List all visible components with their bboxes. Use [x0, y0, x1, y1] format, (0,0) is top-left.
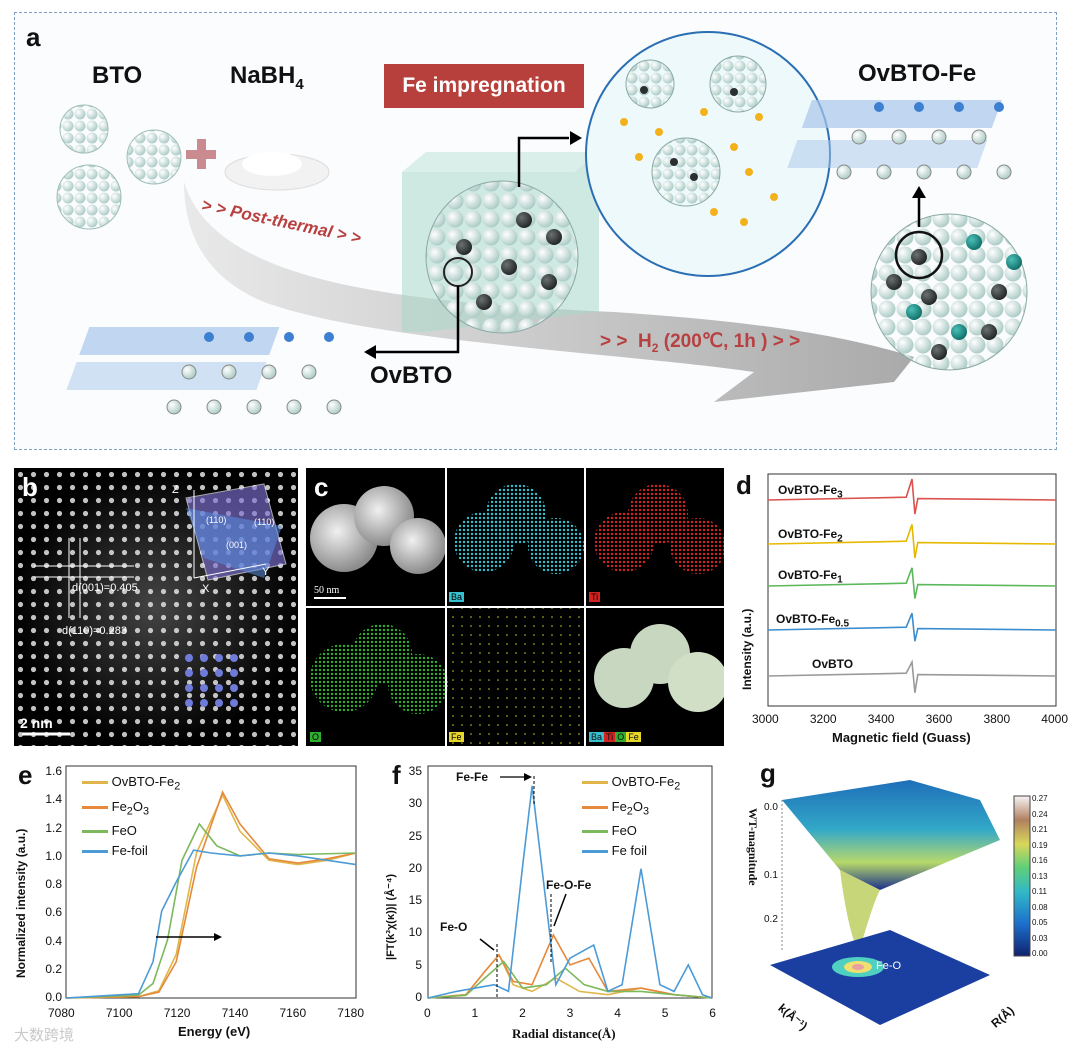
eds-tiles — [306, 468, 728, 746]
h2-condition-label: > > H2 (200℃, 1h ) > > — [600, 331, 801, 355]
panel-d-ylabel: Intensity (a.u.) — [740, 608, 754, 690]
panel-e-xticks: 7080 7100 7120 7140 7160 7180 — [48, 1006, 364, 1020]
ovbto-fe-label: OvBTO-Fe — [858, 60, 977, 87]
colorbar — [1013, 795, 1031, 957]
series-line-fe2o3 — [65, 790, 357, 999]
panel-e-ylabel: Normalized intensity (a.u.) — [14, 828, 28, 978]
panel-a-scheme — [56, 31, 1028, 415]
wavelet-upper-surface — [782, 780, 1000, 890]
ann-fe-o-fe: Fe-O-Fe — [546, 878, 592, 892]
ti-tag: Ti — [589, 592, 601, 602]
haadf-tile — [310, 486, 446, 574]
series-line-ovbto-fe2 — [767, 524, 1057, 559]
atomic-lattice — [14, 468, 298, 746]
o-map-tile — [310, 624, 448, 714]
epr-legend-fe1: OvBTO-Fe1 — [778, 568, 843, 586]
bto-sphere-2 — [56, 164, 122, 230]
miller-001: (001) — [226, 540, 248, 550]
lattice-ovbto — [66, 327, 342, 415]
z-tick-2: 0.2 — [764, 914, 778, 925]
panel-e-label: e — [18, 760, 33, 790]
panel-g-ann: Fe-O — [876, 960, 902, 972]
panel-e-legend: OvBTO-Fe2 Fe2O3 FeO Fe-foil — [82, 772, 180, 861]
series-line-ovbto-fe0-5 — [767, 612, 1057, 642]
series-line-ovbto-fe1 — [767, 567, 1057, 599]
watermark: 大数跨境 — [14, 1027, 75, 1044]
overlay-legend: Ba Ti O Fe — [589, 732, 641, 742]
panel-f-ylabel: |FT(k³χ(κ))| (Å⁻⁴) — [385, 873, 397, 960]
wavelet-base-plane — [770, 930, 990, 1025]
series-line-fe-foil — [427, 785, 713, 999]
panel-f-legend: OvBTO-Fe2 Fe2O3 FeO Fe foil — [582, 772, 680, 861]
fe-impregnation-box: Fe impregnation — [384, 64, 584, 108]
ovbto-label: OvBTO — [370, 362, 453, 389]
d110-label: d(110)=0.283 — [62, 625, 127, 637]
panel-e-xlabel: Energy (eV) — [178, 1024, 251, 1039]
ba-tag: Ba — [449, 592, 465, 602]
ovbto-sphere-center — [425, 180, 579, 334]
process-ribbon — [184, 182, 914, 402]
epr-legend-fe05: OvBTO-Fe0.5 — [776, 612, 850, 630]
bto-sphere-3 — [126, 129, 182, 185]
nabh4-label: NaBH4 — [230, 62, 304, 93]
scale-label-c: 50 nm — [314, 585, 340, 596]
panel-g-label: g — [760, 758, 776, 788]
series-line-fe-foil — [65, 849, 357, 999]
colorbar-ticks: 0.27 0.24 0.21 0.19 0.16 0.13 0.11 0.08 0.05 0.03… — [1032, 794, 1048, 958]
bto-sphere-1 — [59, 104, 109, 154]
axis-x-label: X — [202, 583, 210, 595]
ann-fe-fe: Fe-Fe — [456, 770, 489, 784]
epr-plot — [767, 473, 1057, 707]
miller-110-b: (110) — [254, 517, 275, 527]
ann-fe-o: Fe-O — [440, 920, 468, 934]
series-line-fe2o3 — [427, 933, 713, 999]
series-line-ovbto — [767, 659, 1057, 693]
series-line-feo — [427, 960, 713, 999]
panel-d-label: d — [736, 470, 752, 500]
ti-map-tile — [594, 484, 726, 574]
panel-d-xticks: 3000 3200 3400 3600 3800 4000 — [752, 712, 1068, 726]
panel-b-label: b — [22, 472, 38, 502]
panel-c-eds-maps — [306, 468, 728, 746]
bto-label: BTO — [92, 62, 143, 89]
series-line-ovbto-fe3 — [767, 478, 1057, 515]
axis-z-label: Z — [172, 484, 179, 496]
series-line-ovbto-fe2 — [65, 793, 357, 999]
panel-f-label: f — [392, 760, 401, 790]
d001-label: d(001)=0.405 — [72, 582, 138, 594]
fe-map-tile — [446, 608, 584, 746]
exafs-plot — [427, 765, 713, 999]
epr-legend-fe2: OvBTO-Fe2 — [778, 527, 843, 545]
panel-e-yticks: 0.0 0.2 0.4 0.6 0.8 1.0 1.2 1.4 1.6 — [45, 764, 62, 1004]
panel-a-label: a — [26, 22, 41, 52]
xanes-plot — [65, 765, 357, 999]
epr-legend-fe3: OvBTO-Fe3 — [778, 483, 843, 501]
miller-110-a: (110) — [206, 515, 227, 525]
panel-g-zlabel: WT-magnitude — [746, 808, 760, 886]
fe-tag: Fe — [449, 732, 464, 742]
overlay-tile — [594, 624, 728, 712]
panel-b-haadf-image — [14, 468, 298, 746]
o-tag: O — [310, 732, 322, 742]
axis-y-label: Y — [262, 566, 270, 578]
lattice-ovbto-fe — [787, 100, 1012, 180]
scale-label-b: 2 nm — [20, 715, 53, 731]
panel-d-xlabel: Magnetic field (Guass) — [832, 730, 971, 745]
z-tick-1: 0.1 — [764, 870, 778, 881]
epr-legend-ovbto: OvBTO — [812, 657, 854, 671]
z-tick-0: 0.0 — [764, 802, 778, 813]
panel-c-label: c — [314, 472, 329, 502]
panel-f-yticks: 0 5 10 15 20 25 30 35 — [408, 764, 422, 1004]
wavelet-surface — [770, 780, 1031, 1025]
ba-map-tile — [454, 484, 584, 574]
panel-f-xlabel: Radial distance(Å) — [512, 1026, 616, 1041]
